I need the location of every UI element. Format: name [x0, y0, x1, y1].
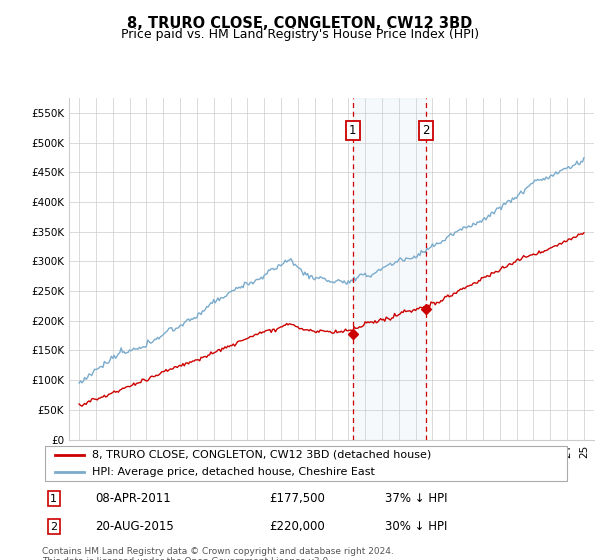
Text: £220,000: £220,000 [269, 520, 325, 533]
Text: £177,500: £177,500 [269, 492, 325, 505]
Text: 1: 1 [349, 124, 356, 137]
Text: 37% ↓ HPI: 37% ↓ HPI [385, 492, 448, 505]
Text: 1: 1 [50, 493, 57, 503]
Text: 08-APR-2011: 08-APR-2011 [95, 492, 170, 505]
Text: Price paid vs. HM Land Registry's House Price Index (HPI): Price paid vs. HM Land Registry's House … [121, 28, 479, 41]
Bar [353, 98, 426, 440]
FancyBboxPatch shape [44, 446, 568, 481]
Text: 8, TRURO CLOSE, CONGLETON, CW12 3BD: 8, TRURO CLOSE, CONGLETON, CW12 3BD [127, 16, 473, 31]
Text: 2: 2 [422, 124, 430, 137]
Text: 30% ↓ HPI: 30% ↓ HPI [385, 520, 448, 533]
Text: HPI: Average price, detached house, Cheshire East: HPI: Average price, detached house, Ches… [92, 468, 375, 478]
Text: 2: 2 [50, 521, 57, 531]
Text: 8, TRURO CLOSE, CONGLETON, CW12 3BD (detached house): 8, TRURO CLOSE, CONGLETON, CW12 3BD (det… [92, 450, 431, 460]
Text: 20-AUG-2015: 20-AUG-2015 [95, 520, 173, 533]
Text: Contains HM Land Registry data © Crown copyright and database right 2024.
This d: Contains HM Land Registry data © Crown c… [42, 547, 394, 560]
